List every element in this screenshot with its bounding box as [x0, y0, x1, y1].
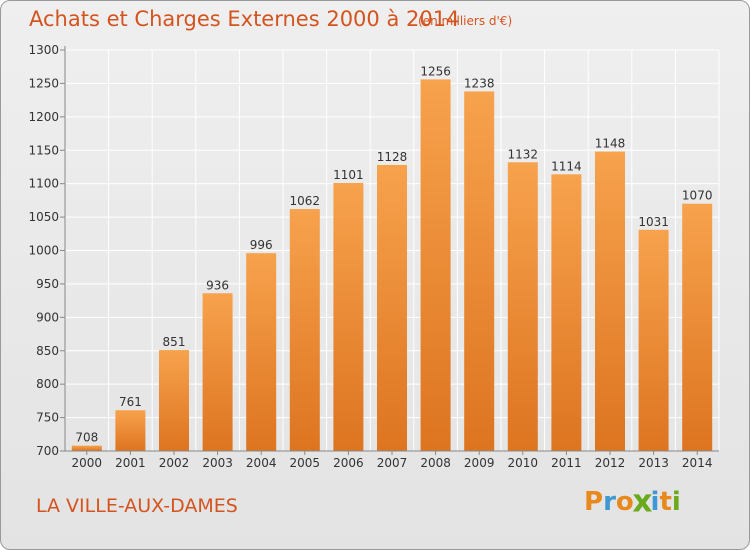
bar-value-label: 1256 [420, 64, 451, 78]
x-tick-label: 2007 [377, 456, 408, 470]
y-tick-label: 1200 [28, 110, 59, 124]
bar-2014 [682, 203, 713, 451]
y-tick-label: 700 [36, 444, 59, 458]
bar-value-label: 936 [206, 278, 229, 292]
proxiti-logo: Proxiti [584, 484, 681, 520]
bar-value-label: 1148 [595, 137, 626, 151]
bar-value-label: 996 [250, 238, 273, 252]
bar-2004 [246, 253, 277, 451]
bars: 708 761 851 936 996 1062 1101 1128 1256 1238 1132 1… [71, 64, 713, 451]
logo-letter: x [632, 484, 653, 520]
bar-2003 [202, 293, 233, 451]
bar-value-label: 1070 [682, 189, 713, 203]
y-tick-label: 1150 [28, 143, 59, 157]
y-tick-label: 800 [36, 377, 59, 391]
logo-letter: t [659, 487, 672, 517]
x-tick-label: 2006 [333, 456, 364, 470]
bar-value-label: 1132 [508, 147, 539, 161]
bar-value-label: 1031 [638, 215, 669, 229]
x-tick-label: 2012 [595, 456, 626, 470]
y-tick-label: 850 [36, 344, 59, 358]
logo-letter: r [603, 487, 616, 517]
x-tick-label: 2011 [551, 456, 582, 470]
x-tick-label: 2003 [202, 456, 233, 470]
logo-letter: i [671, 487, 681, 517]
bar-value-label: 761 [119, 395, 142, 409]
chart-title: Achats et Charges Externes 2000 à 2014 [29, 7, 460, 31]
bar-2000 [71, 445, 102, 451]
x-tick-label: 2010 [508, 456, 539, 470]
logo-letter: P [584, 487, 604, 517]
x-tick-label: 2009 [464, 456, 495, 470]
x-tick-label: 2000 [72, 456, 103, 470]
bar-value-label: 851 [163, 335, 186, 349]
x-tick-label: 2002 [159, 456, 190, 470]
commune-name: LA VILLE-AUX-DAMES [36, 495, 238, 517]
bar-2001 [115, 410, 146, 451]
bar-2009 [464, 91, 495, 451]
chart-subtitle: (en milliers d'€) [418, 14, 513, 28]
x-tick-label: 2013 [638, 456, 669, 470]
x-tick-label: 2005 [290, 456, 321, 470]
bar-2005 [289, 209, 320, 451]
bar-value-label: 1114 [551, 159, 582, 173]
bar-2002 [159, 350, 189, 451]
axes: 700 750 800 850 900 950 1000 1050 1100 1150 1200 12… [28, 43, 719, 470]
bar-value-label: 1062 [290, 194, 321, 208]
bar-value-label: 1238 [464, 76, 495, 90]
y-tick-label: 950 [36, 277, 59, 291]
y-tick-label: 1300 [28, 43, 59, 57]
logo-letter: o [615, 487, 634, 517]
y-tick-label: 1000 [28, 244, 59, 258]
y-tick-label: 1050 [28, 210, 59, 224]
bar-2012 [595, 151, 625, 451]
bar-2006 [333, 182, 364, 451]
bar-value-label: 1101 [333, 168, 364, 182]
x-tick-label: 2004 [246, 456, 277, 470]
bar-2011 [551, 174, 582, 451]
x-tick-label: 2014 [682, 456, 713, 470]
bar-2008 [420, 79, 451, 451]
logo-letter: i [650, 487, 660, 517]
y-tick-label: 900 [36, 310, 59, 324]
bar-2013 [638, 229, 669, 451]
bar-2010 [507, 162, 538, 451]
y-tick-label: 1250 [28, 76, 59, 90]
x-tick-label: 2001 [115, 456, 146, 470]
x-tick-label: 2008 [420, 456, 451, 470]
bar-value-label: 708 [75, 431, 98, 445]
y-tick-label: 1100 [28, 177, 59, 191]
bar-value-label: 1128 [377, 150, 408, 164]
bar-2007 [377, 164, 407, 451]
y-tick-label: 750 [36, 411, 59, 425]
